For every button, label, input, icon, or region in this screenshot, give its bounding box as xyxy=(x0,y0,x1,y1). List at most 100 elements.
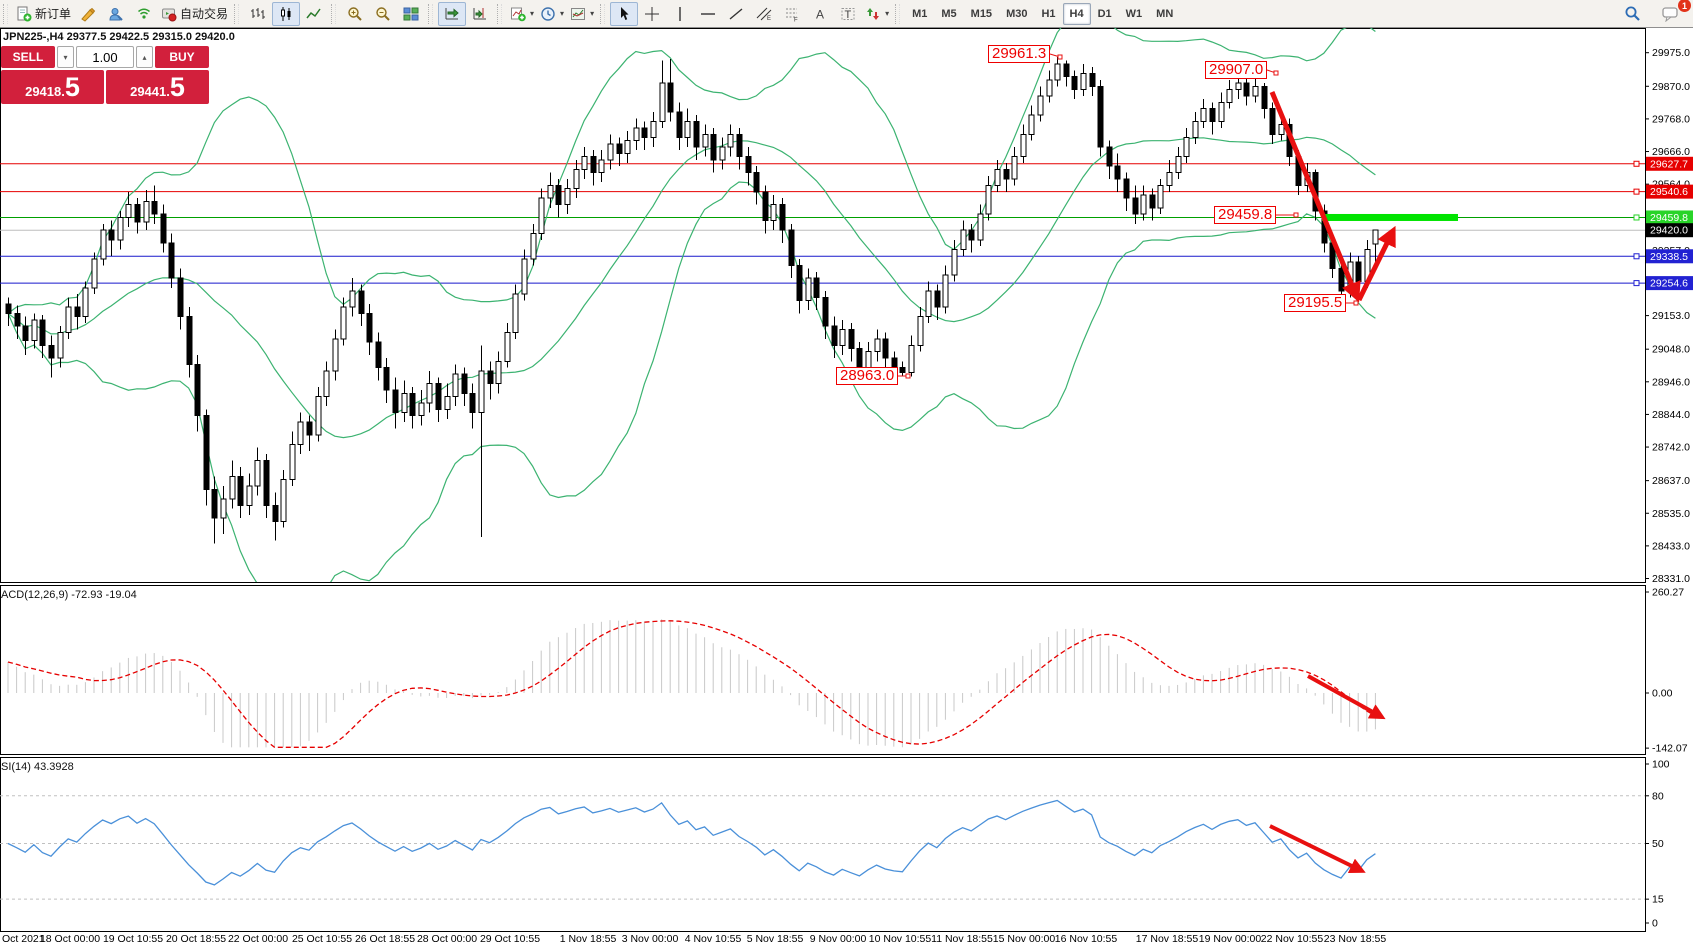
search-button[interactable] xyxy=(1619,2,1647,26)
price-tag xyxy=(1646,249,1693,264)
green-trend-bar[interactable] xyxy=(1322,213,1458,221)
macd-axis-tick: -142.07 xyxy=(1652,743,1688,755)
toolbar-grip[interactable] xyxy=(895,3,901,24)
crayon-button[interactable] xyxy=(74,2,102,26)
timeframe-m1-button[interactable]: M1 xyxy=(912,7,928,20)
toolbar-grip[interactable] xyxy=(3,3,8,24)
templates-button[interactable]: ▾ xyxy=(567,2,597,26)
bar-chart-button[interactable] xyxy=(244,2,272,26)
timeframe-w1-button[interactable]: W1 xyxy=(1125,7,1143,20)
publisher-button[interactable] xyxy=(102,2,130,26)
volume-input[interactable] xyxy=(76,46,134,68)
trend-arrow[interactable] xyxy=(1269,91,1361,303)
timeframe-h1-button[interactable]: H1 xyxy=(1041,7,1056,20)
chart-shift-button[interactable] xyxy=(466,2,494,26)
vertical-line-icon xyxy=(679,6,681,21)
candles-layer xyxy=(5,57,1379,544)
timeframe-d1-button[interactable]: D1 xyxy=(1097,7,1112,20)
price-annotation[interactable]: 29195.5 xyxy=(1284,294,1347,312)
chart-shift-icon xyxy=(473,7,487,19)
trend-arrow[interactable] xyxy=(1356,225,1396,302)
timeframe-mn-button[interactable]: MN xyxy=(1156,7,1174,20)
toolbar-grip[interactable] xyxy=(234,3,240,24)
horizontal-line-tool-button[interactable] xyxy=(694,2,722,26)
rsi-axis-tick: 0 xyxy=(1652,918,1658,930)
text-tool-button[interactable]: A xyxy=(806,2,834,26)
arrows-icon xyxy=(867,7,880,20)
volume-increase-button[interactable]: ▴ xyxy=(136,46,153,68)
trendline-icon xyxy=(729,7,743,20)
vertical-line-tool-button[interactable] xyxy=(666,2,694,26)
trendline-tool-button[interactable] xyxy=(722,2,750,26)
price-tag xyxy=(1646,184,1693,199)
auto-scroll-button[interactable] xyxy=(438,1,467,26)
tile-windows-button[interactable] xyxy=(397,2,425,26)
date-axis-label: 19 Oct 10:55 xyxy=(103,933,163,945)
zoom-in-button[interactable] xyxy=(341,2,369,26)
volume-decrease-button[interactable]: ▾ xyxy=(57,46,74,68)
chat-button[interactable]: 1 xyxy=(1657,0,1691,26)
crosshair-tool-button[interactable] xyxy=(638,2,666,26)
svg-text:E: E xyxy=(767,16,771,22)
pane-border xyxy=(0,28,1646,583)
macd-axis-tick: 0.00 xyxy=(1652,688,1673,700)
ask-price-button[interactable]: 29441. 5 xyxy=(106,70,209,104)
price-annotation[interactable]: 29459.8 xyxy=(1214,206,1277,224)
date-axis-label: 26 Oct 18:55 xyxy=(355,933,415,945)
toolbar-grip[interactable] xyxy=(600,3,606,24)
trend-arrow[interactable] xyxy=(1269,824,1366,873)
date-axis-label: 28 Oct 00:00 xyxy=(417,933,477,945)
date-axis-label: 17 Nov 18:55 xyxy=(1136,933,1199,945)
buy-button[interactable]: BUY xyxy=(155,46,209,68)
price-axis-tick: 29870.0 xyxy=(1652,81,1690,93)
autotrading-button[interactable]: 自动交易 xyxy=(158,2,231,26)
zoom-out-button[interactable] xyxy=(369,2,397,26)
trend-arrow[interactable] xyxy=(1307,674,1386,720)
arrows-tool-button[interactable]: ▾ xyxy=(862,2,892,26)
zoom-out-icon xyxy=(376,6,390,21)
price-annotation[interactable]: 28963.0 xyxy=(836,367,899,385)
candlestick-chart-button[interactable] xyxy=(272,1,301,26)
toolbar-grip[interactable] xyxy=(497,3,503,24)
new-order-button[interactable]: 新订单 xyxy=(13,2,74,26)
date-axis-label: 29 Oct 10:55 xyxy=(480,933,540,945)
date-axis-label: 4 Nov 10:55 xyxy=(685,933,742,945)
bid-price-button[interactable]: 29418. 5 xyxy=(1,70,104,104)
signal-icon xyxy=(138,8,150,19)
equidistant-channel-tool-button[interactable]: E xyxy=(750,2,778,26)
timeframe-m30-button[interactable]: M30 xyxy=(1006,7,1028,20)
text-label-icon: T xyxy=(841,7,855,21)
price-tag-text: 29254.6 xyxy=(1650,278,1688,290)
indicators-button[interactable]: ▾ xyxy=(507,2,537,26)
cursor-tool-button[interactable] xyxy=(610,1,639,26)
date-axis-label: 9 Nov 00:00 xyxy=(810,933,867,945)
timeframe-m15-button[interactable]: M15 xyxy=(970,7,993,20)
price-annotation[interactable]: 29961.3 xyxy=(988,45,1051,63)
periods-button[interactable]: ▾ xyxy=(537,2,567,26)
price-axis-tick: 28535.0 xyxy=(1652,508,1690,520)
price-tag xyxy=(1646,223,1693,238)
timeframe-m5-button[interactable]: M5 xyxy=(941,7,957,20)
date-axis-label: 5 Nov 18:55 xyxy=(747,933,804,945)
price-axis-tick: 29666.0 xyxy=(1652,146,1690,158)
price-axis-tick: 29975.0 xyxy=(1652,47,1690,59)
signal-button[interactable] xyxy=(130,2,158,26)
line-chart-button[interactable] xyxy=(300,2,328,26)
price-axis-tick: 28946.0 xyxy=(1652,376,1690,388)
toolbar-grip[interactable] xyxy=(428,3,434,24)
sell-button[interactable]: SELL xyxy=(1,46,55,68)
chat-icon xyxy=(1662,7,1678,22)
text-label-tool-button[interactable]: T xyxy=(834,2,862,26)
toolbar-grip[interactable] xyxy=(331,3,337,24)
search-icon xyxy=(1625,6,1640,21)
crayon-icon xyxy=(81,7,96,22)
price-axis-tick: 29768.0 xyxy=(1652,113,1690,125)
macd-label: ACD(12,26,9) -72.93 -19.04 xyxy=(1,589,137,601)
price-annotation[interactable]: 29907.0 xyxy=(1205,61,1268,79)
bollinger-band-line xyxy=(7,28,1376,314)
fibonacci-tool-button[interactable]: F xyxy=(778,2,806,26)
timeframe-h4-button[interactable]: H4 xyxy=(1062,2,1091,25)
bollinger-band-line xyxy=(7,181,1376,582)
